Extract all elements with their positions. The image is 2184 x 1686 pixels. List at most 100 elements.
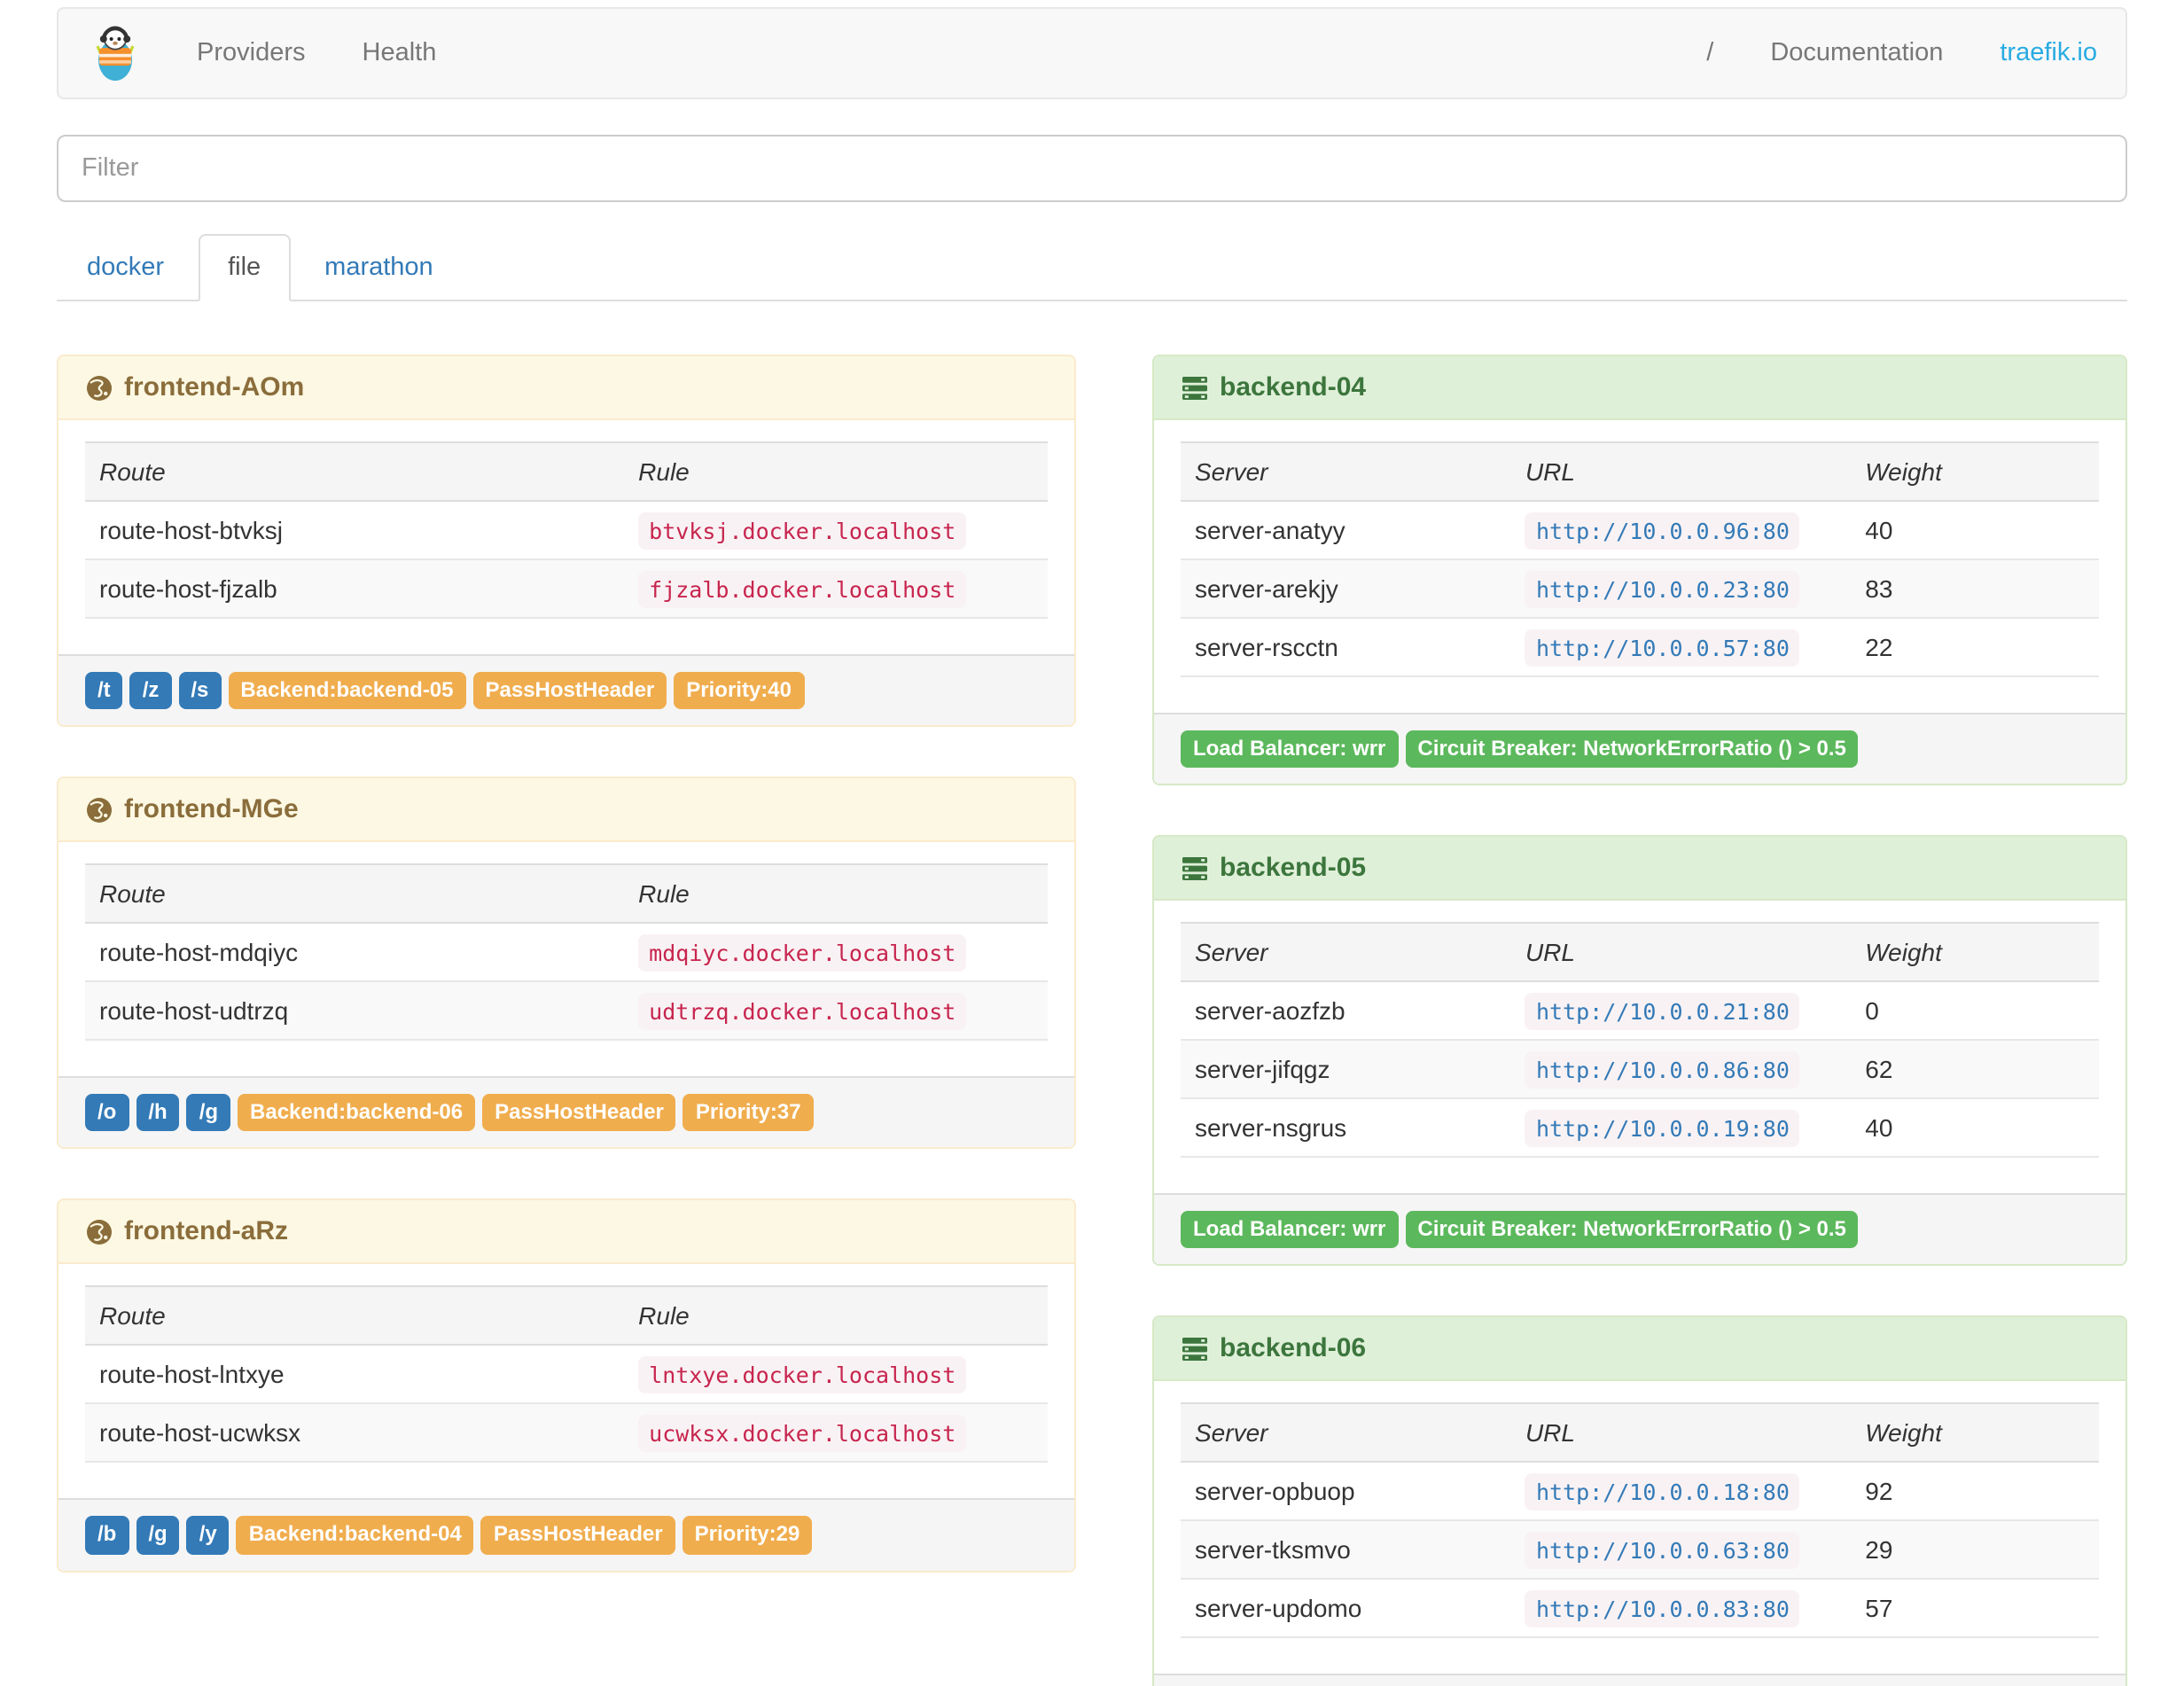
route-path-badge: /g <box>136 1516 180 1555</box>
route-name: route-host-ucwksx <box>85 1403 625 1464</box>
content-row: frontend-AOm Route Rule route-host-btvks… <box>57 355 2127 1686</box>
server-weight: 83 <box>1851 559 2099 619</box>
server-row: server-aozfzb http://10.0.0.21:80 0 <box>1181 981 2099 1042</box>
server-weight: 92 <box>1851 1462 2099 1522</box>
frontend-panel: frontend-MGe Route Rule route-host-mdqiy… <box>57 777 1076 1150</box>
tab-marathon[interactable]: marathon <box>324 254 433 282</box>
server-name: server-anatyy <box>1181 501 1511 560</box>
filter-input[interactable] <box>57 135 2127 202</box>
route-name: route-host-lntxye <box>85 1345 625 1405</box>
frontend-name: frontend-aRz <box>124 1216 288 1247</box>
route-rule: lntxye.docker.localhost <box>638 1356 967 1394</box>
route-path-badge: /s <box>178 672 222 710</box>
server-url-link[interactable]: http://10.0.0.63:80 <box>1535 1537 1790 1565</box>
routes-table-header-row: Route Rule <box>85 441 1048 502</box>
servers-table: Server URL Weight server-aozfzb http://10… <box>1181 922 2099 1159</box>
frontend-panel: frontend-AOm Route Rule route-host-btvks… <box>57 355 1076 728</box>
route-row: route-host-fjzalb fjzalb.docker.localhost <box>85 559 1048 619</box>
backend-panel-header: backend-05 <box>1154 837 2126 902</box>
server-weight: 29 <box>1851 1520 2099 1581</box>
server-url: http://10.0.0.57:80 <box>1525 629 1800 667</box>
nav-link-traefik-io[interactable]: traefik.io <box>2000 39 2097 67</box>
server-url-link[interactable]: http://10.0.0.21:80 <box>1535 998 1790 1026</box>
route-path-badge: /o <box>85 1094 129 1132</box>
server-name: server-opbuop <box>1181 1462 1511 1522</box>
nav-link-providers[interactable]: Providers <box>197 39 306 67</box>
server-url: http://10.0.0.19:80 <box>1525 1110 1800 1148</box>
route-path-badge: /g <box>186 1094 231 1132</box>
backend-panel-body: Server URL Weight server-opbuop http://10… <box>1154 1382 2126 1674</box>
frontend-config-badge: Priority:40 <box>674 672 804 710</box>
frontend-panel-footer: /t/z/s Backend:backend-05 PassHostHeader Pr… <box>58 654 1074 726</box>
server-url: http://10.0.0.96:80 <box>1525 512 1800 550</box>
column-header-url: URL <box>1510 922 1852 983</box>
frontend-config-badge: Backend:backend-04 <box>236 1516 474 1555</box>
server-url-cell: http://10.0.0.83:80 <box>1510 1579 1852 1639</box>
tab-docker[interactable]: docker <box>87 254 165 282</box>
servers-table-header-row: Server URL Weight <box>1181 922 2099 983</box>
server-url-cell: http://10.0.0.23:80 <box>1510 559 1852 619</box>
server-url-link[interactable]: http://10.0.0.57:80 <box>1535 635 1790 661</box>
server-weight: 62 <box>1851 1040 2099 1100</box>
server-icon <box>1181 1335 1209 1363</box>
route-rule: btvksj.docker.localhost <box>638 512 967 550</box>
server-url-cell: http://10.0.0.18:80 <box>1510 1462 1852 1522</box>
tab-file[interactable]: file <box>198 234 292 301</box>
server-url-link[interactable]: http://10.0.0.96:80 <box>1535 518 1790 544</box>
route-row: route-host-lntxye lntxye.docker.localhost <box>85 1345 1048 1405</box>
server-row: server-jifqgz http://10.0.0.86:80 62 <box>1181 1040 2099 1100</box>
server-url-link[interactable]: http://10.0.0.86:80 <box>1535 1057 1790 1084</box>
column-header-route: Route <box>85 441 625 502</box>
backends-column: backend-04 Server URL Weight server-anat… <box>1152 355 2127 1686</box>
filter-row <box>57 135 2127 202</box>
route-path-badge: /h <box>136 1094 180 1132</box>
frontend-panel-footer: /b/g/y Backend:backend-04 PassHostHeader Pr… <box>58 1498 1074 1571</box>
server-url-link[interactable]: http://10.0.0.18:80 <box>1535 1479 1790 1506</box>
frontend-config-badge: PassHostHeader <box>482 1094 676 1132</box>
server-row: server-opbuop http://10.0.0.18:80 92 <box>1181 1462 2099 1522</box>
nav-link-health[interactable]: Health <box>362 39 437 67</box>
route-rule-cell: lntxye.docker.localhost <box>624 1345 1048 1405</box>
servers-table-header-row: Server URL Weight <box>1181 1402 2099 1464</box>
routes-table: Route Rule route-host-btvksj btvksj.docke… <box>85 441 1048 619</box>
top-navbar: Providers Health / Documentation traefik… <box>57 7 2127 99</box>
frontend-name: frontend-AOm <box>124 372 305 402</box>
frontend-panel-body: Route Rule route-host-btvksj btvksj.docke… <box>58 420 1074 654</box>
server-url-link[interactable]: http://10.0.0.23:80 <box>1535 576 1790 603</box>
server-url-cell: http://10.0.0.57:80 <box>1510 618 1852 677</box>
server-url-link[interactable]: http://10.0.0.83:80 <box>1535 1596 1790 1623</box>
backend-config-badge: Circuit Breaker: NetworkErrorRatio () > … <box>1405 1211 1859 1249</box>
server-url-link[interactable]: http://10.0.0.19:80 <box>1535 1115 1790 1143</box>
route-rule-cell: udtrzq.docker.localhost <box>624 981 1048 1042</box>
column-header-server: Server <box>1181 1402 1511 1464</box>
column-header-url: URL <box>1510 1402 1852 1464</box>
column-header-route: Route <box>85 1285 625 1346</box>
server-name: server-tksmvo <box>1181 1520 1511 1581</box>
column-header-server: Server <box>1181 441 1511 502</box>
route-name: route-host-btvksj <box>85 501 625 560</box>
frontend-panel: frontend-aRz Route Rule route-host-lntxy… <box>57 1198 1076 1573</box>
route-rule: mdqiyc.docker.localhost <box>638 934 967 972</box>
backend-panel-header: backend-06 <box>1154 1317 2126 1382</box>
server-url-cell: http://10.0.0.63:80 <box>1510 1520 1852 1581</box>
frontends-column: frontend-AOm Route Rule route-host-btvks… <box>57 355 1076 1686</box>
frontend-panel-header: frontend-MGe <box>58 778 1074 843</box>
backend-name: backend-05 <box>1220 853 1367 884</box>
nav-link-path[interactable]: / <box>1706 39 1714 67</box>
server-name: server-jifqgz <box>1181 1040 1511 1100</box>
server-weight: 40 <box>1851 1098 2099 1159</box>
column-header-weight: Weight <box>1851 1402 2099 1464</box>
route-path-badge: /t <box>85 672 123 710</box>
nav-link-documentation[interactable]: Documentation <box>1770 39 1944 67</box>
server-icon <box>1181 854 1209 882</box>
frontend-config-badge: PassHostHeader <box>480 1516 675 1555</box>
frontend-panel-header: frontend-aRz <box>58 1200 1074 1265</box>
traefik-logo-link[interactable] <box>58 9 168 98</box>
column-header-rule: Rule <box>624 863 1048 925</box>
server-url: http://10.0.0.21:80 <box>1525 993 1800 1031</box>
route-row: route-host-btvksj btvksj.docker.localhost <box>85 501 1048 560</box>
server-row: server-rscctn http://10.0.0.57:80 22 <box>1181 618 2099 677</box>
